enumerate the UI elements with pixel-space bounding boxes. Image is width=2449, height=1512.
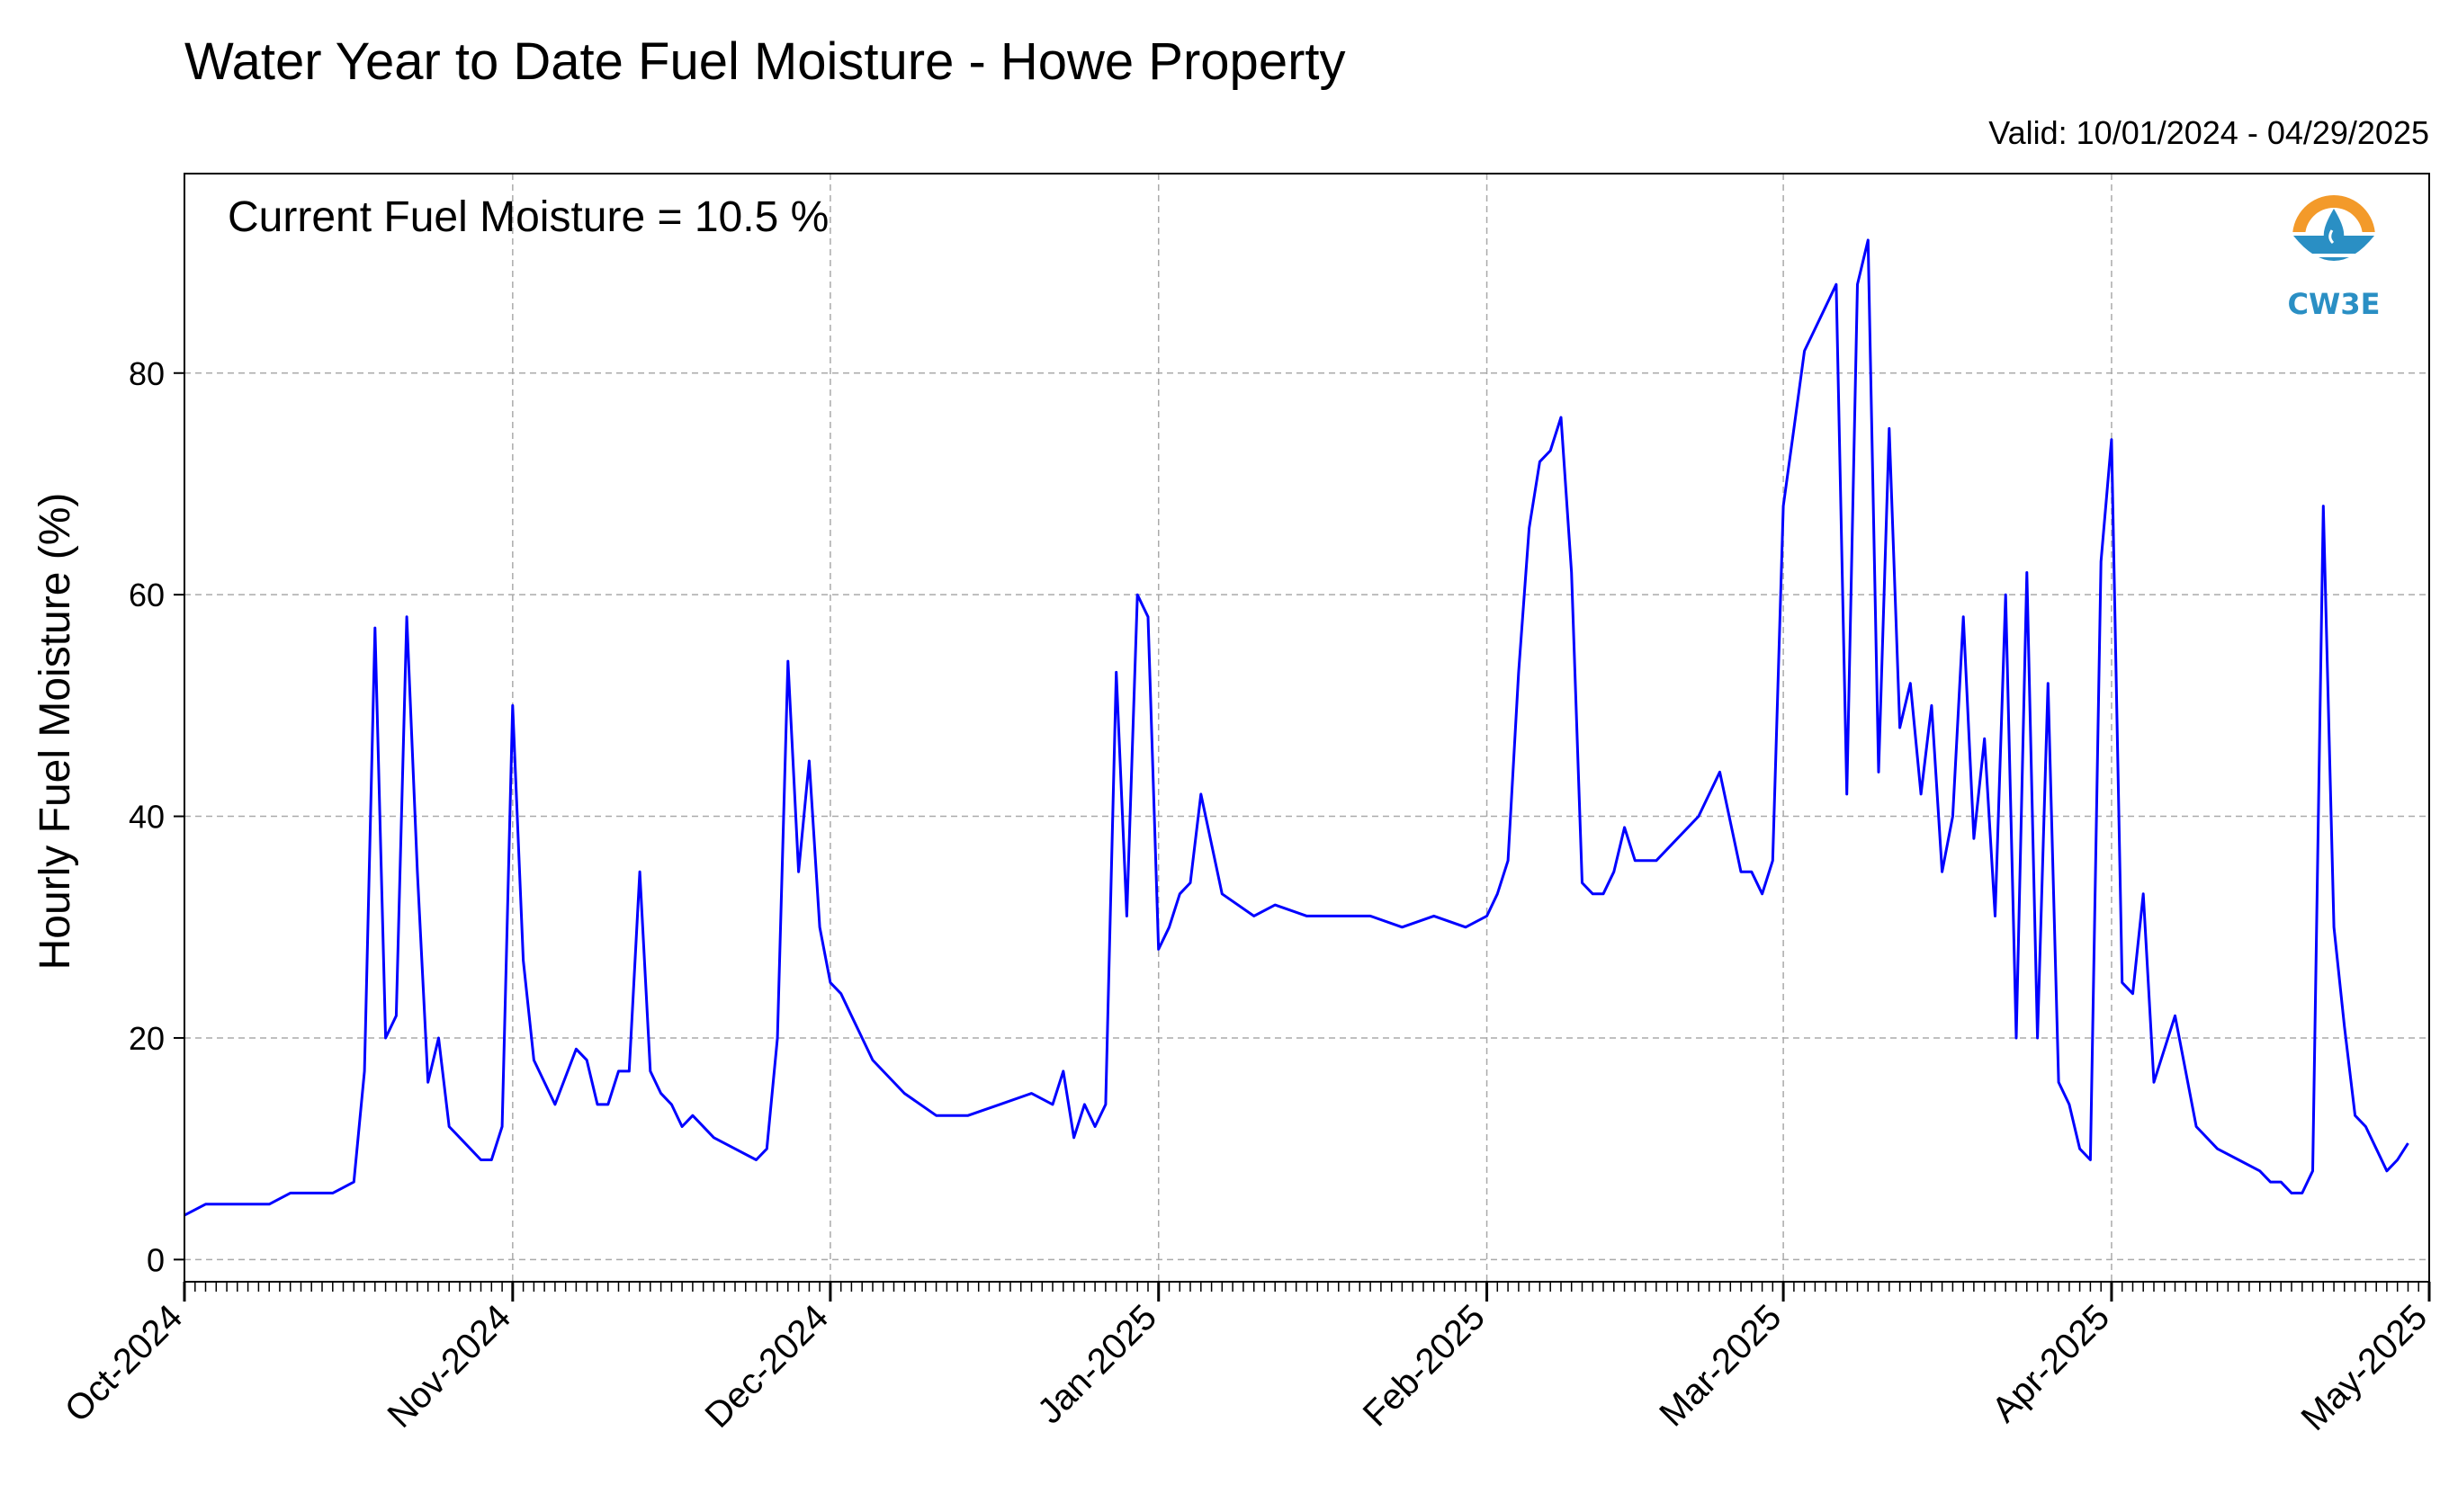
valid-date-range: Valid: 10/01/2024 - 04/29/2025 bbox=[1988, 114, 2429, 151]
cw3e-logo: CW3E bbox=[2288, 195, 2381, 321]
y-tick-label: 60 bbox=[129, 577, 165, 613]
logo-icon bbox=[2289, 195, 2379, 286]
x-tick-label: Mar-2025 bbox=[1652, 1297, 1789, 1434]
x-tick-label: Feb-2025 bbox=[1356, 1297, 1493, 1434]
x-tick-label: Jan-2025 bbox=[1030, 1297, 1164, 1431]
current-fuel-moisture-annotation: Current Fuel Moisture = 10.5 % bbox=[228, 193, 829, 241]
x-tick-label: Nov-2024 bbox=[380, 1297, 518, 1436]
x-tick-label: Apr-2025 bbox=[1985, 1297, 2117, 1429]
chart-title: Water Year to Date Fuel Moisture - Howe … bbox=[184, 32, 1346, 91]
y-tick-label: 20 bbox=[129, 1020, 165, 1057]
x-tick-label: Dec-2024 bbox=[698, 1297, 837, 1436]
y-tick-label: 0 bbox=[147, 1241, 165, 1278]
x-tick-label: Oct-2024 bbox=[58, 1297, 190, 1429]
axes: 0 20 40 60 80 Oct-2024 Nov-2024 Dec-2024 Jan-202… bbox=[58, 355, 2435, 1438]
x-minor-ticks bbox=[184, 1282, 2430, 1292]
x-tick-label: May-2025 bbox=[2293, 1297, 2435, 1438]
y-tick-label: 80 bbox=[129, 355, 165, 392]
y-axis-label: Hourly Fuel Moisture (%) bbox=[31, 493, 79, 971]
fuel-moisture-line bbox=[184, 238, 2409, 1217]
y-tick-label: 40 bbox=[129, 799, 165, 836]
series-layer bbox=[184, 238, 2409, 1217]
logo-text: CW3E bbox=[2288, 287, 2381, 321]
